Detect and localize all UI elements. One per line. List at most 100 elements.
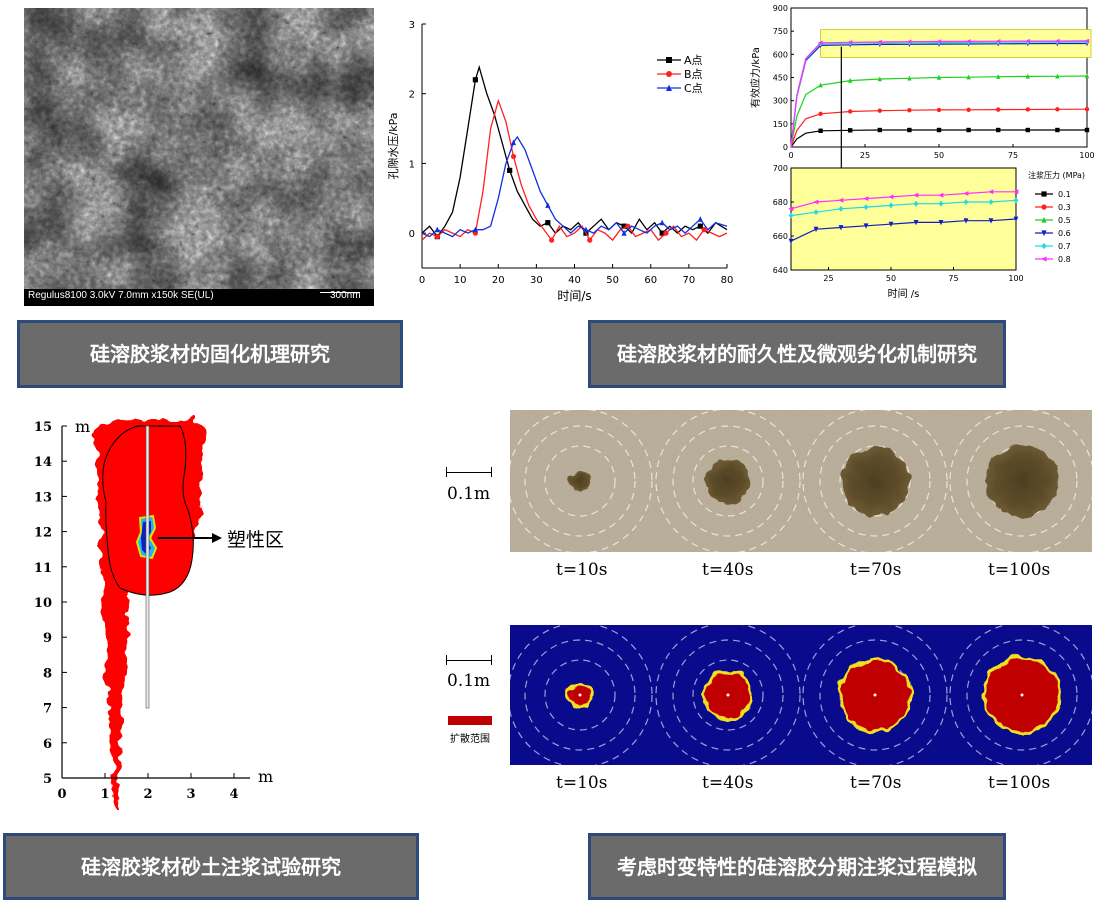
- pore-series-point-3: [583, 226, 589, 233]
- pore-series-point-2: [434, 234, 440, 240]
- pore-series-point-3: [472, 226, 478, 233]
- sem-info-text: Regulus8100 3.0kV 7.0mm x150k SE(UL): [28, 290, 214, 301]
- plastic-x-tick-label: 1: [100, 787, 109, 802]
- pore-series-point-2: [625, 223, 631, 229]
- stress-main-point-1: [966, 127, 971, 133]
- pore-series-point-3: [697, 216, 703, 222]
- plastic-x-tick-label: 0: [57, 787, 66, 802]
- stress-legend-marker-1: [1041, 191, 1047, 197]
- pore-series-point-3: [510, 139, 517, 146]
- stress-y-tick-label: 450: [773, 74, 788, 83]
- pore-legend-label-3: C点: [684, 82, 703, 95]
- plastic-y-tick-label: 10: [34, 596, 52, 611]
- pore-y-tick-label: 3: [409, 20, 415, 31]
- stress-main-point-2: [1025, 107, 1030, 112]
- stress-inset-point-1: [813, 226, 819, 233]
- stress-main-point-1: [877, 127, 882, 133]
- sim-injection-point: [726, 693, 730, 697]
- pore-x-tick-label: 30: [530, 275, 543, 286]
- stress-inset-x-tick-label: 25: [823, 274, 833, 283]
- stress-main-point-6: [995, 39, 1001, 44]
- stress-main-point-2: [907, 108, 912, 113]
- sim-guide-ring: [819, 639, 931, 751]
- stress-inset-x-tick-label: 50: [886, 274, 896, 283]
- stress-main-point-3: [936, 74, 942, 80]
- stress-inset-point-3: [888, 194, 894, 200]
- stress-inset-x-label: 时间 /s: [888, 287, 920, 300]
- pore-y-label: 孔隙水压/kPa: [386, 113, 400, 180]
- stress-main-point-1: [848, 128, 853, 133]
- plastic-y-tick-label: 7: [43, 702, 52, 717]
- stress-inset-y-tick-label: 700: [773, 164, 788, 173]
- stress-inset-point-2: [888, 202, 894, 209]
- sem-scale-label: 300nm: [330, 290, 361, 301]
- sem-image-panel: Regulus8100 3.0kV 7.0mm x150k SE(UL) 300…: [24, 8, 374, 306]
- stress-inset-point-3: [863, 196, 869, 201]
- photo-guide-ring: [672, 425, 784, 537]
- stress-main-point-6: [936, 39, 942, 44]
- pore-series-point-3: [621, 230, 627, 236]
- stress-inset-y-tick-label: 660: [773, 232, 788, 241]
- stress-inset-point-2: [788, 212, 794, 219]
- stress-y-tick-label: 300: [773, 97, 788, 106]
- pore-x-tick-label: 70: [683, 275, 696, 286]
- pore-x-tick-label: 60: [644, 275, 657, 286]
- stress-legend-marker-5: [1041, 242, 1047, 250]
- stress-main-point-2: [818, 111, 823, 116]
- plastic-y-tick-label: 12: [34, 526, 52, 541]
- stress-inset-point-1: [988, 218, 994, 224]
- pore-series-point-1: [472, 77, 478, 83]
- stress-main-point-1: [996, 127, 1001, 133]
- plastic-zone-label: 塑性区: [227, 529, 284, 551]
- stress-legend-label-3: 0.5: [1058, 216, 1071, 225]
- stress-x-tick-label: 50: [934, 151, 944, 160]
- stress-main-point-3: [1055, 73, 1060, 79]
- stress-inset-point-1: [788, 238, 794, 244]
- stress-legend-label-2: 0.3: [1058, 203, 1071, 212]
- photo-guide-ring: [655, 410, 801, 552]
- plastic-axis-unit-y: m: [75, 417, 90, 436]
- stress-inset-x-tick-label: 75: [948, 274, 958, 283]
- stress-legend-label-5: 0.7: [1058, 242, 1071, 251]
- stress-legend-label-6: 0.8: [1058, 255, 1071, 264]
- plastic-x-tick-label: 4: [229, 787, 238, 802]
- legend-swatch-spread: [448, 716, 492, 725]
- stress-inset-point-2: [838, 205, 844, 212]
- stress-main-point-6: [1054, 38, 1060, 44]
- time-label-bottom-2: t=40s: [702, 773, 754, 793]
- sim-guide-ring: [966, 639, 1078, 751]
- stress-inset-point-1: [963, 218, 969, 224]
- stress-legend-marker-6: [1040, 256, 1047, 262]
- plastic-y-tick-label: 5: [43, 772, 52, 787]
- stress-main-point-6: [817, 40, 823, 45]
- pore-x-tick-label: 80: [721, 275, 734, 286]
- stress-main-point-2: [848, 109, 853, 114]
- stress-y-tick-label: 900: [773, 4, 788, 13]
- stress-main-point-3: [1084, 73, 1090, 79]
- pore-x-tick-label: 50: [606, 275, 619, 286]
- plastic-axis-unit-x: m: [258, 767, 273, 786]
- stress-main-point-3: [818, 82, 823, 88]
- pore-series-point-2: [701, 227, 707, 233]
- pore-legend-label-2: B点: [684, 68, 703, 81]
- stress-main-point-1: [907, 127, 912, 133]
- stress-main-point-2: [877, 108, 882, 113]
- stress-legend-marker-3: [1041, 216, 1047, 223]
- stress-legend-label-1: 0.1: [1058, 190, 1071, 199]
- sim-guide-ring: [655, 625, 801, 765]
- pore-y-tick-label: 2: [409, 90, 415, 101]
- photo-grout-stain-1: [570, 471, 590, 491]
- photo-guide-ring: [524, 425, 636, 537]
- pore-x-tick-label: 10: [454, 275, 467, 286]
- pore-legend-marker-1: [666, 57, 672, 63]
- pore-x-label: 时间/s: [557, 289, 591, 303]
- pore-series-point-2: [663, 230, 669, 236]
- time-label-top-1: t=10s: [556, 560, 608, 580]
- experiment-photo-strip: [510, 410, 1092, 552]
- sim-guide-ring: [692, 659, 764, 731]
- sim-guide-ring: [510, 625, 653, 765]
- stress-inset-line-3: [790, 191, 1016, 210]
- pore-x-tick-label: 40: [568, 275, 581, 286]
- stress-y-label: 有效应力/kPa: [749, 47, 762, 108]
